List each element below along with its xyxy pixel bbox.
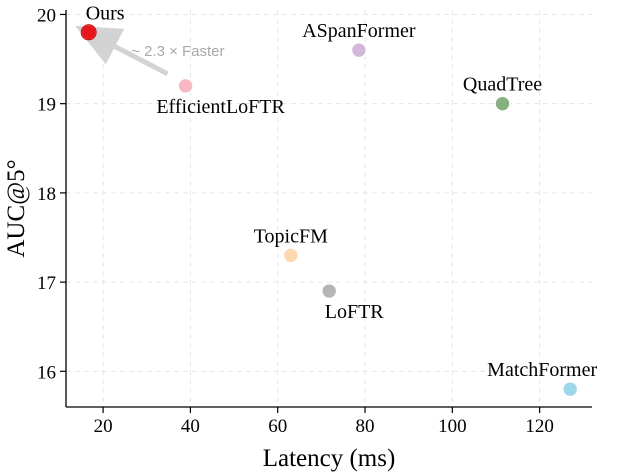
x-tick-label: 40 xyxy=(181,416,200,437)
axes xyxy=(65,10,592,408)
point-label-loftr: LoFTR xyxy=(325,301,385,323)
y-ticks: 16 17 18 19 20 xyxy=(37,5,66,383)
y-tick-label: 20 xyxy=(37,5,56,26)
point-quadtree xyxy=(494,95,511,112)
y-tick-label: 16 xyxy=(37,362,56,383)
y-axis-title: AUC@5° xyxy=(3,159,30,257)
point-label-aspanformer: ASpanFormer xyxy=(302,20,416,42)
point-ours-outline xyxy=(80,24,97,41)
speedup-annotation: ~ 2.3 × Faster xyxy=(75,25,225,77)
y-tick-label: 17 xyxy=(37,273,56,294)
point-topicfm xyxy=(282,247,300,264)
x-tick-label: 20 xyxy=(94,416,113,437)
point-label-ours: Ours xyxy=(86,2,125,24)
point-aspanformer xyxy=(350,41,368,59)
point-matchformer xyxy=(561,380,579,398)
point-loftr xyxy=(320,282,338,300)
data-points xyxy=(80,24,579,398)
x-tick-label: 100 xyxy=(438,416,467,437)
grid xyxy=(66,10,592,407)
point-label-efficientloftr: EfficientLoFTR xyxy=(156,96,285,118)
point-efficientloftr xyxy=(177,77,194,95)
x-axis-title: Latency (ms) xyxy=(263,445,396,472)
point-labels: Ours EfficientLoFTR ASpanFormer QuadTree Top… xyxy=(86,2,598,381)
x-tick-label: 80 xyxy=(356,416,375,437)
x-ticks: 20 40 60 80 100 120 xyxy=(94,407,554,437)
x-tick-label: 60 xyxy=(268,416,287,437)
speedup-label: ~ 2.3 × Faster xyxy=(131,43,224,60)
point-label-matchformer: MatchFormer xyxy=(487,359,597,381)
y-tick-label: 18 xyxy=(37,184,56,205)
x-tick-label: 120 xyxy=(525,416,554,437)
y-tick-label: 19 xyxy=(37,95,56,116)
speedup-arrow xyxy=(75,25,169,77)
point-label-topicfm: TopicFM xyxy=(254,225,328,247)
point-label-quadtree: QuadTree xyxy=(463,74,542,96)
